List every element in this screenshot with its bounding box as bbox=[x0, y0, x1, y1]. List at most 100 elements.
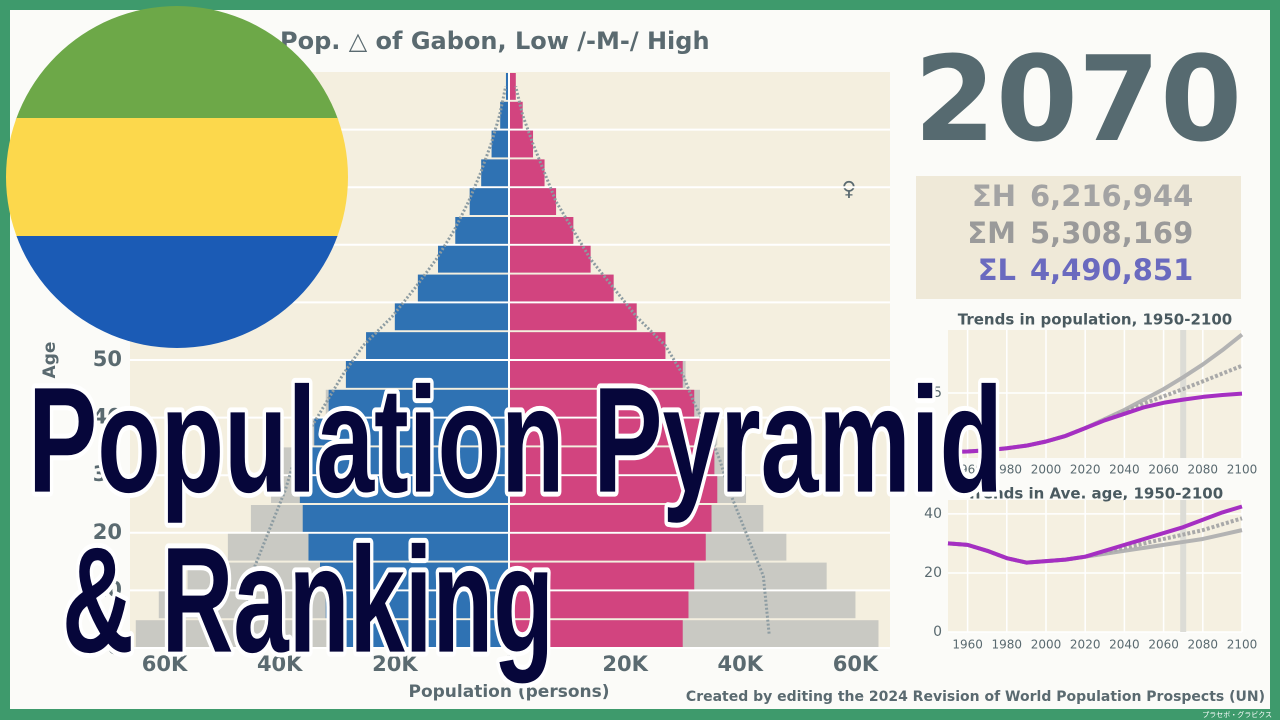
y-tick-label: 40 bbox=[93, 405, 122, 429]
medium-line bbox=[514, 86, 771, 634]
x-tick-label: 2100 bbox=[1227, 638, 1258, 652]
trend-title: Trends in Ave. age, 1950-2100 bbox=[967, 485, 1223, 503]
low-bar bbox=[510, 303, 637, 331]
low-bar bbox=[510, 447, 715, 475]
y-tick-label: 50 bbox=[93, 347, 122, 371]
low-bar bbox=[302, 505, 510, 532]
low-bar bbox=[510, 274, 614, 302]
total-label: ΣL bbox=[978, 253, 1016, 287]
low-bar bbox=[394, 303, 510, 331]
medium-line bbox=[243, 86, 508, 634]
x-tick-label: 60K bbox=[833, 652, 879, 676]
x-tick-label: 40K bbox=[257, 652, 303, 676]
x-tick-label: 2060 bbox=[1148, 463, 1179, 477]
low-bar bbox=[417, 274, 510, 302]
x-tick-label: 0 bbox=[503, 652, 518, 676]
low-bar bbox=[331, 620, 510, 647]
x-tick-label: 2000 bbox=[1031, 638, 1062, 652]
low-bar bbox=[510, 245, 591, 273]
low-bar bbox=[308, 533, 510, 561]
y-tick-label: 20 bbox=[93, 520, 122, 544]
y-tick-label: 10 bbox=[93, 577, 122, 601]
source-note: Created by editing the 2024 Revision of … bbox=[686, 689, 1265, 705]
overlay-title: Population Pyramid bbox=[28, 356, 1003, 524]
low-bar bbox=[500, 101, 510, 129]
totals-box bbox=[916, 176, 1241, 299]
x-tick-label: 2000 bbox=[1031, 463, 1062, 477]
x-tick-label: 2020 bbox=[1070, 463, 1101, 477]
total-value: 5,308,169 bbox=[1030, 216, 1193, 250]
low-bar bbox=[510, 591, 689, 619]
x-tick-label: 60K bbox=[142, 652, 188, 676]
trend-plot-area bbox=[948, 330, 1242, 458]
y-tick-label: 0 bbox=[933, 624, 942, 640]
total-label: ΣM bbox=[967, 216, 1016, 250]
x-tick-label: 1980 bbox=[992, 463, 1023, 477]
trend-line bbox=[947, 504, 1243, 565]
low-bar bbox=[328, 389, 510, 417]
x-tick-label: 2040 bbox=[1109, 463, 1140, 477]
x-tick-label: 40K bbox=[718, 652, 764, 676]
low-bar bbox=[510, 159, 545, 187]
x-tick-label: 20K bbox=[602, 652, 648, 676]
y-tick-label: 40 bbox=[924, 506, 942, 522]
low-bar bbox=[345, 361, 510, 388]
low-bar bbox=[510, 217, 574, 244]
low-bar bbox=[505, 73, 510, 100]
total-value: 4,490,851 bbox=[1030, 253, 1193, 287]
low-bar bbox=[455, 217, 510, 244]
low-bar bbox=[510, 389, 695, 417]
low-bar bbox=[481, 159, 510, 187]
low-bar bbox=[325, 591, 510, 619]
low-bar bbox=[366, 332, 510, 359]
y-tick-label: 0 bbox=[107, 635, 122, 659]
total-label: ΣH bbox=[972, 179, 1016, 213]
y-tick-label: 20 bbox=[924, 565, 942, 581]
x-tick-label: 2020 bbox=[1070, 638, 1101, 652]
low-bar bbox=[438, 245, 510, 273]
low-bar bbox=[469, 188, 510, 215]
x-tick-label: 2060 bbox=[1148, 638, 1179, 652]
low-bar bbox=[510, 418, 706, 446]
low-bar bbox=[510, 101, 523, 129]
x-tick-label: 1960 bbox=[952, 638, 983, 652]
low-bar bbox=[314, 418, 510, 446]
x-tick-label: 1960 bbox=[952, 463, 983, 477]
low-bar bbox=[510, 620, 683, 647]
trend-title: Trends in population, 1950-2100 bbox=[958, 311, 1232, 329]
low-bar bbox=[510, 73, 516, 100]
y-tick-label: 30 bbox=[93, 462, 122, 486]
low-bar bbox=[320, 562, 510, 590]
low-bar bbox=[510, 562, 695, 590]
low-bar bbox=[510, 533, 706, 561]
low-bar bbox=[510, 505, 712, 532]
overlay-subtitle: & Ranking bbox=[62, 516, 554, 684]
chart-title: Pop. △ of Gabon, Low /-M-/ High bbox=[280, 27, 710, 55]
y-axis-title: Age bbox=[40, 342, 60, 379]
x-tick-label: 20K bbox=[372, 652, 418, 676]
low-bar bbox=[510, 332, 666, 359]
trend-line bbox=[947, 391, 1243, 454]
x-axis-title: Population (persons) bbox=[408, 682, 609, 702]
x-tick-label: 2080 bbox=[1188, 463, 1219, 477]
x-tick-label: 1980 bbox=[992, 638, 1023, 652]
low-bar bbox=[491, 130, 510, 158]
x-tick-label: 2080 bbox=[1188, 638, 1219, 652]
female-symbol: ♀ bbox=[842, 177, 857, 201]
total-value: 6,216,944 bbox=[1030, 179, 1193, 213]
year-label: 2070 bbox=[914, 30, 1242, 168]
x-tick-label: 2040 bbox=[1109, 638, 1140, 652]
low-bar bbox=[510, 188, 557, 215]
low-bar bbox=[299, 476, 510, 503]
brand: プラセボ・グラビクス bbox=[1202, 710, 1272, 719]
low-bar bbox=[510, 361, 683, 388]
low-bar bbox=[510, 476, 718, 503]
flag-stripe bbox=[6, 118, 348, 238]
year-highlight bbox=[1180, 330, 1187, 458]
y-tick-label: 5 bbox=[933, 385, 942, 401]
x-tick-label: 2100 bbox=[1227, 463, 1258, 477]
low-bar bbox=[302, 447, 510, 475]
year-highlight bbox=[1180, 500, 1187, 632]
